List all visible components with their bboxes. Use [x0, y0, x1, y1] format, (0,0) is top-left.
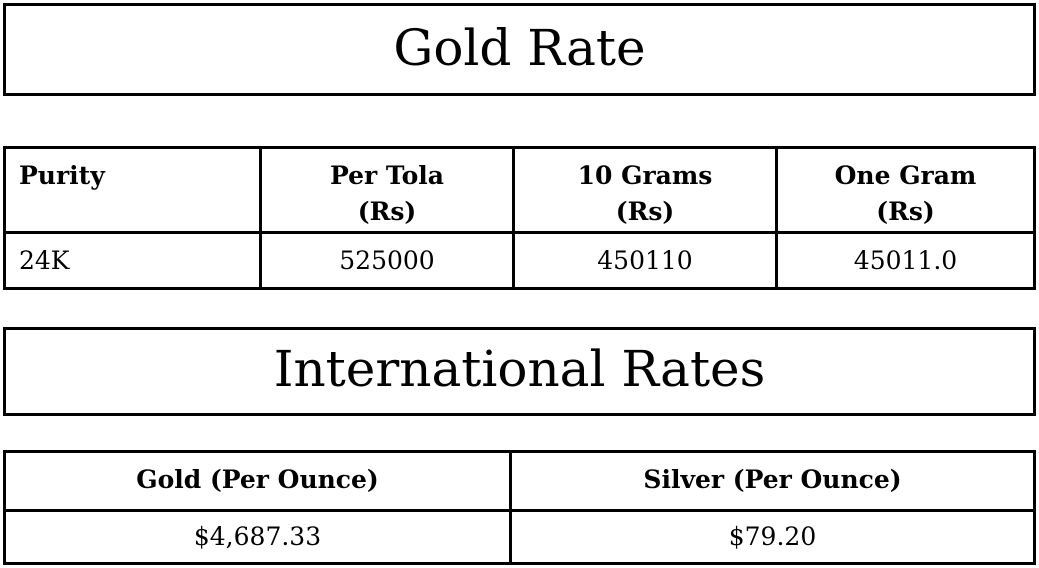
international-table-data-row: $4,687.33 $79.20	[3, 508, 1036, 565]
ten-grams-column-header: 10 Grams (Rs)	[512, 146, 778, 234]
international-rates-title-box: International Rates	[3, 326, 1036, 416]
gold-per-ounce-value: $4,687.33	[3, 508, 512, 565]
gold-table-data-row: 24K 525000 450110 45011.0	[3, 230, 1036, 290]
purity-column-header: Purity	[3, 146, 262, 234]
international-rates-table: Gold (Per Ounce) Silver (Per Ounce) $4,6…	[3, 449, 1036, 565]
gold-per-ounce-column-header: Gold (Per Ounce)	[3, 449, 512, 512]
one-gram-column-header: One Gram (Rs)	[775, 146, 1036, 234]
international-table-header-row: Gold (Per Ounce) Silver (Per Ounce)	[3, 449, 1036, 512]
international-rates-title: International Rates	[273, 340, 766, 398]
ten-grams-rate-value: 450110	[512, 230, 778, 290]
gold-rate-title-box: Gold Rate	[3, 3, 1036, 96]
gold-rate-title: Gold Rate	[393, 18, 646, 77]
purity-value-24k: 24K	[3, 230, 262, 290]
silver-per-ounce-value: $79.20	[509, 508, 1036, 565]
one-gram-rate-value: 45011.0	[775, 230, 1036, 290]
per-tola-rate-value: 525000	[259, 230, 515, 290]
gold-rate-table: Purity Per Tola (Rs) 10 Grams (Rs) One G…	[3, 146, 1036, 290]
per-tola-column-header: Per Tola (Rs)	[259, 146, 515, 234]
gold-table-header-row: Purity Per Tola (Rs) 10 Grams (Rs) One G…	[3, 146, 1036, 234]
silver-per-ounce-column-header: Silver (Per Ounce)	[509, 449, 1036, 512]
